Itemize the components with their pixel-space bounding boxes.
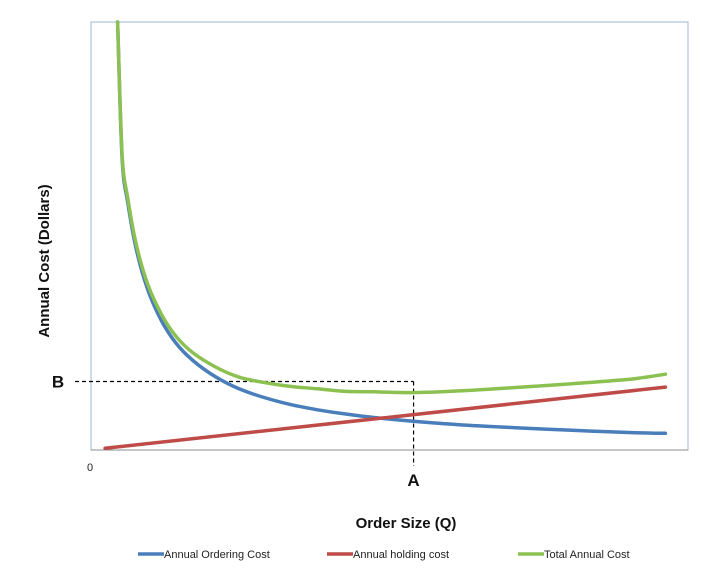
series-line-total-annual-cost	[115, 20, 668, 395]
legend-label-total-annual-cost: Total Annual Cost	[544, 549, 630, 561]
optimum-cost-label: B	[52, 373, 64, 392]
series-group	[103, 20, 668, 451]
optimum-quantity-label: A	[407, 471, 419, 490]
legend: Annual Ordering Cost Annual holding cost T…	[138, 549, 630, 561]
legend-label-annual-holding-cost: Annual holding cost	[353, 549, 449, 561]
series-line-annual-holding-cost	[103, 385, 668, 451]
x-tick-origin: 0	[87, 462, 93, 474]
legend-label-annual-ordering-cost: Annual Ordering Cost	[164, 549, 270, 561]
x-axis-title: Order Size (Q)	[356, 515, 457, 532]
series-line-annual-ordering-cost	[115, 20, 668, 436]
y-axis-title: Annual Cost (Dollars)	[36, 184, 53, 337]
plot-area	[90, 21, 689, 451]
